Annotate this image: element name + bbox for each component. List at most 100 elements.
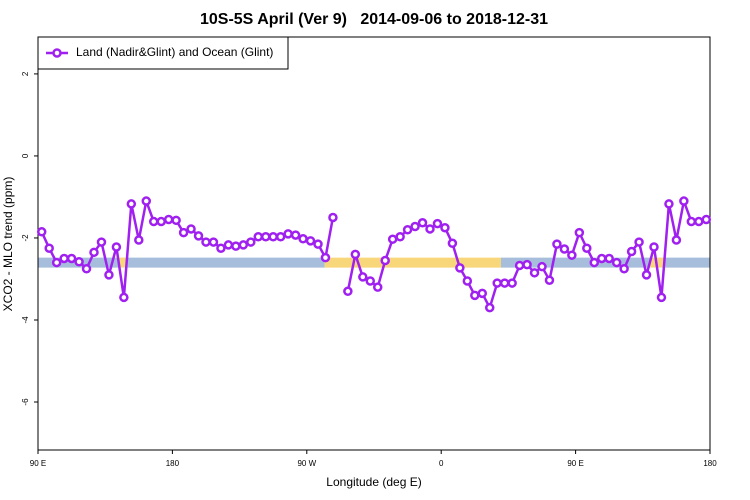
data-point <box>231 241 241 251</box>
x-tick-label: 90 W <box>297 459 316 468</box>
data-point <box>290 230 301 240</box>
data-point <box>51 257 62 268</box>
x-tick-label: 180 <box>703 459 717 468</box>
legend-label: Land (Nadir&Glint) and Ocean (Glint) <box>76 45 273 59</box>
data-point <box>119 292 129 303</box>
x-tick-label: 90 E <box>567 459 583 468</box>
data-point <box>193 231 204 241</box>
data-point <box>664 199 674 209</box>
data-point <box>81 263 92 274</box>
data-point <box>701 214 712 225</box>
y-tick-label: 0 <box>21 153 30 158</box>
data-point <box>619 263 629 274</box>
data-point <box>514 260 525 271</box>
data-point <box>380 255 390 266</box>
data-point <box>604 253 614 264</box>
data-point <box>492 278 502 288</box>
data-point <box>328 212 338 223</box>
data-point <box>253 231 264 242</box>
data-point <box>499 278 510 288</box>
data-point <box>208 237 219 247</box>
data-point <box>649 242 659 252</box>
data-point <box>679 196 689 206</box>
data-point <box>387 234 398 244</box>
data-point <box>447 238 458 249</box>
data-point <box>246 237 256 247</box>
y-tick-label: 2 <box>21 71 30 76</box>
data-point <box>163 214 174 225</box>
data-point <box>358 272 368 282</box>
data-point <box>216 243 226 253</box>
data-point <box>36 227 47 237</box>
data-point <box>596 253 607 264</box>
chart-title: 10S-5S April (Ver 9) 2014-09-06 to 2018-… <box>200 11 548 28</box>
data-point <box>507 278 517 288</box>
y-tick-label: -6 <box>21 398 30 406</box>
data-point <box>425 224 435 234</box>
data-point <box>589 257 600 268</box>
data-point <box>477 288 488 299</box>
data-point <box>178 227 189 238</box>
data-point <box>320 252 331 263</box>
y-axis-label: XCO2 - MLO trend (ppm) <box>1 177 15 312</box>
data-point <box>186 224 196 234</box>
data-point <box>522 259 532 270</box>
x-tick-label: 180 <box>166 459 180 468</box>
data-point <box>275 231 286 242</box>
data-point <box>268 231 278 242</box>
data-point <box>305 236 316 246</box>
data-point <box>417 218 428 228</box>
data-point <box>201 237 211 247</box>
data-point <box>148 216 159 227</box>
data-point <box>462 276 473 286</box>
data-point <box>238 240 249 250</box>
data-point <box>260 231 271 242</box>
data-point <box>156 216 166 227</box>
series-line <box>40 199 707 309</box>
legend-box <box>37 36 289 70</box>
data-point <box>350 249 361 260</box>
data-point <box>134 235 144 245</box>
data-point <box>283 229 293 239</box>
x-axis-label: Longitude (deg E) <box>326 475 421 489</box>
plot-frame <box>37 36 711 451</box>
x-tick-label: 90 E <box>30 459 46 468</box>
data-point <box>402 225 413 235</box>
data-point <box>96 237 107 247</box>
legend: Land (Nadir&Glint) and Ocean (Glint) <box>37 36 289 70</box>
data-point <box>686 216 697 227</box>
data-point <box>74 257 84 267</box>
data-point <box>641 270 652 280</box>
data-point <box>552 239 562 249</box>
data-point <box>567 250 577 260</box>
data-point <box>104 270 114 280</box>
data-point <box>343 286 353 297</box>
data-point <box>694 216 704 227</box>
data-point <box>59 253 69 264</box>
data-point <box>626 246 637 257</box>
data-point <box>574 227 585 238</box>
data-point <box>537 261 547 272</box>
data-point <box>634 237 644 247</box>
data-point <box>44 243 54 253</box>
data-point <box>66 253 77 264</box>
data-point <box>141 196 152 206</box>
data-point <box>410 221 420 232</box>
data-point <box>126 199 137 209</box>
data-point <box>671 235 682 245</box>
data-point <box>440 222 450 233</box>
data-point <box>484 302 495 313</box>
data-point <box>611 257 622 268</box>
data-point <box>313 239 323 249</box>
data-point <box>432 218 443 229</box>
data-point <box>89 247 99 258</box>
legend-marker <box>52 48 62 58</box>
data-point <box>544 275 555 285</box>
data-point <box>559 244 570 254</box>
data-point <box>656 292 667 303</box>
data-point <box>455 263 465 273</box>
data-point <box>298 234 308 244</box>
y-tick-label: -4 <box>21 316 30 324</box>
data-point <box>582 243 592 253</box>
